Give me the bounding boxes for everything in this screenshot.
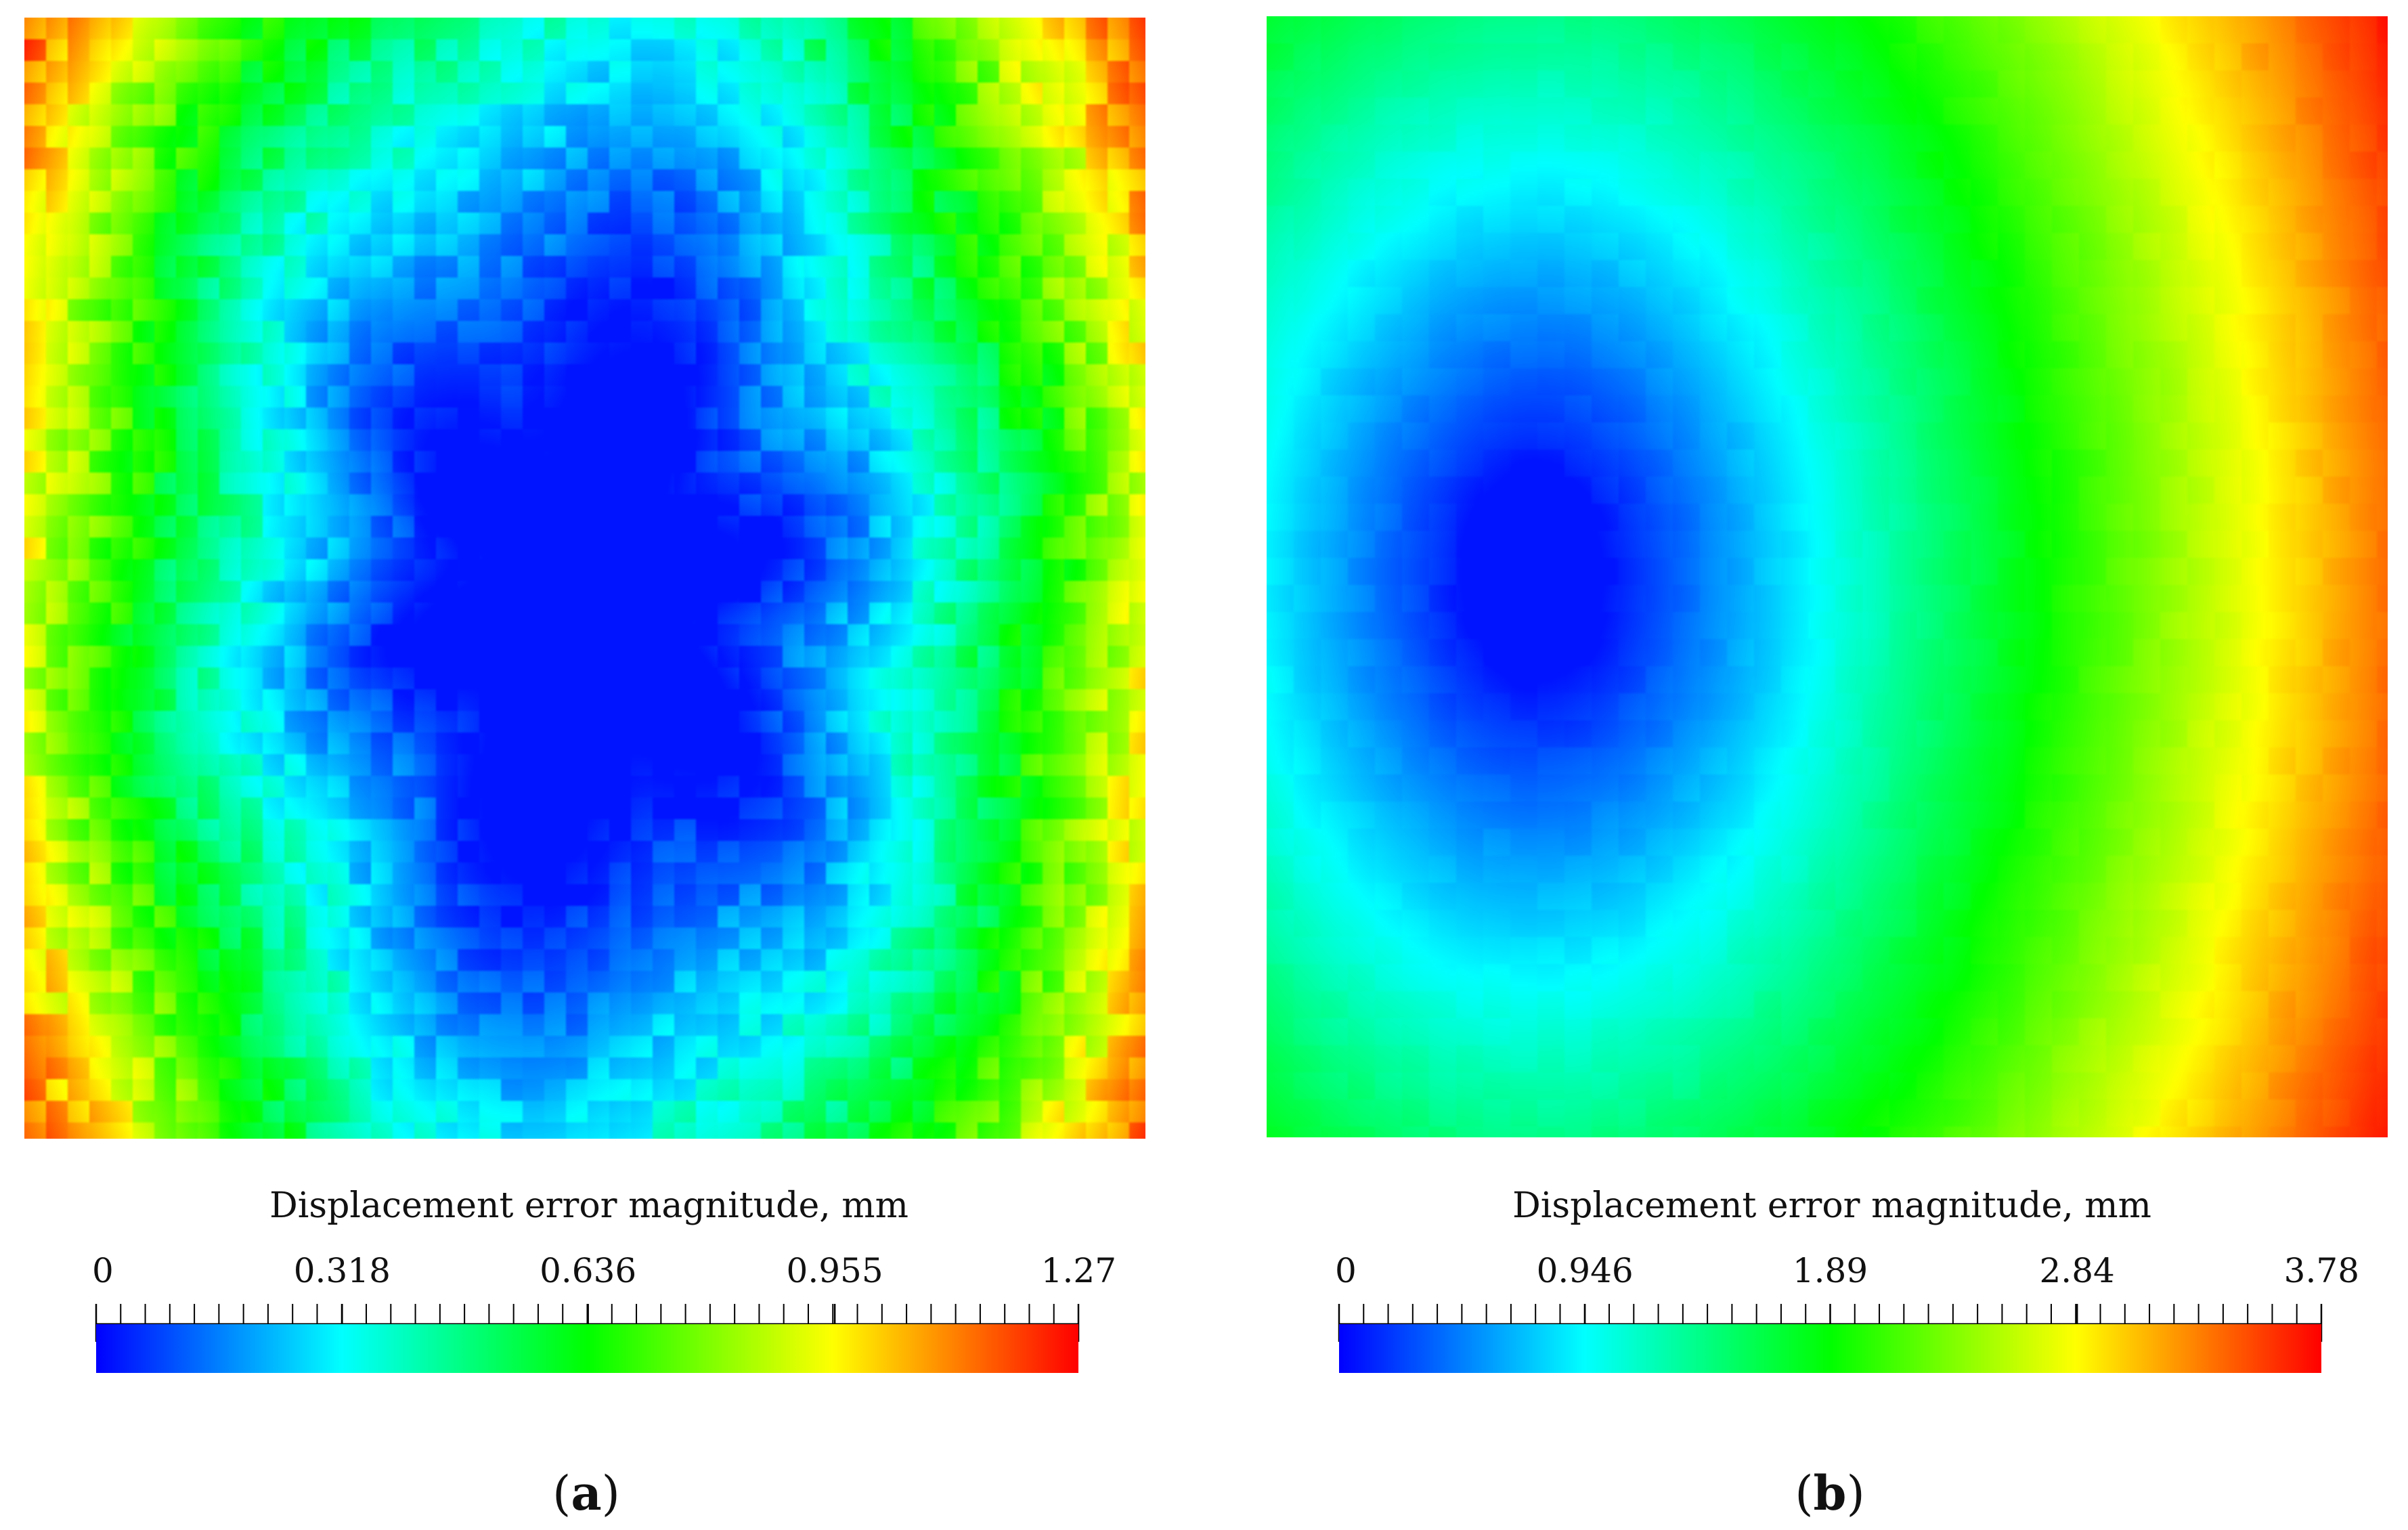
heatmap-a-container [24, 18, 1145, 1139]
panel-a-letter: a [571, 1465, 601, 1521]
colorbar-a-tick-label: 1.27 [1041, 1251, 1116, 1290]
colorbar-b [1339, 1324, 2321, 1373]
colorbar-b-title: Displacement error magnitude, mm [1512, 1185, 2151, 1226]
heatmap-b [1267, 16, 2388, 1137]
heatmap-b-container [1267, 16, 2388, 1137]
panel-a: Displacement error magnitude, mm 0 0.318 0… [24, 18, 1145, 1521]
colorbar-a-tick-label: 0.636 [540, 1251, 636, 1290]
colorbar-a-tick-label: 0.955 [787, 1251, 883, 1290]
colorbar-a [96, 1324, 1078, 1373]
colorbar-a-title: Displacement error magnitude, mm [269, 1185, 909, 1226]
panel-b-label: (b) [1795, 1465, 1865, 1521]
panel-b-letter: b [1814, 1465, 1847, 1521]
colorbar-b-tick-label: 3.78 [2284, 1251, 2359, 1290]
heatmap-a [24, 18, 1145, 1139]
colorbar-b-tick-label: 0.946 [1537, 1251, 1634, 1290]
colorbar-b-tick-label: 1.89 [1793, 1251, 1868, 1290]
colorbar-b-tick-labels: 0 0.946 1.89 2.84 3.78 [1335, 1251, 2359, 1290]
colorbar-a-tick-label: 0 [92, 1251, 114, 1290]
panel-a-label: (a) [552, 1465, 620, 1521]
colorbar-a-tick-label: 0.318 [294, 1251, 391, 1290]
colorbar-a-tick-labels: 0 0.318 0.636 0.955 1.27 [92, 1251, 1116, 1290]
colorbar-b-tick-label: 2.84 [2040, 1251, 2115, 1290]
colorbar-b-tick-label: 0 [1335, 1251, 1357, 1290]
panel-b: Displacement error magnitude, mm 0 0.946 1… [1267, 16, 2388, 1521]
